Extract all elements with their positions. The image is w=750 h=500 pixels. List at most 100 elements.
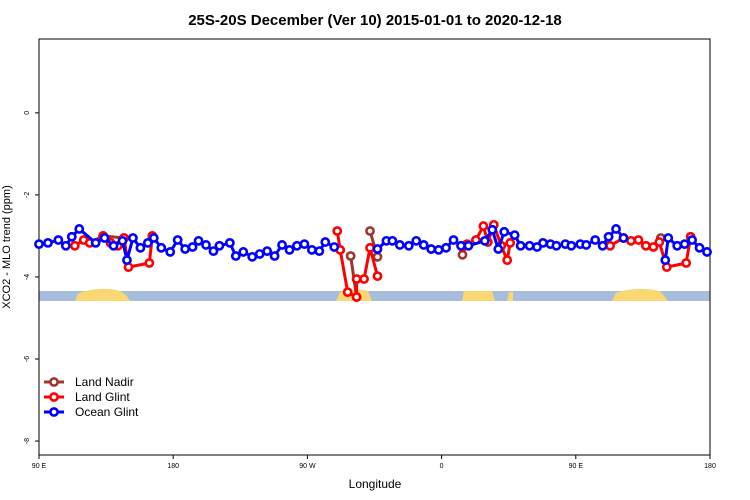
data-point bbox=[403, 240, 414, 251]
data-point bbox=[247, 251, 258, 262]
x-tick-label: 90 W bbox=[299, 463, 316, 470]
x-tick-label: 180 bbox=[167, 463, 179, 470]
legend-label: Land Glint bbox=[75, 390, 130, 404]
ocean-strip bbox=[39, 291, 710, 301]
data-point bbox=[359, 274, 369, 284]
data-point bbox=[590, 235, 601, 245]
data-point bbox=[365, 242, 375, 253]
x-axis-label: Longitude bbox=[349, 477, 402, 491]
x-tick-label: 90 E bbox=[32, 463, 47, 470]
data-point bbox=[292, 240, 302, 251]
data-point bbox=[262, 246, 273, 257]
data-point bbox=[148, 233, 159, 243]
data-point bbox=[53, 235, 64, 245]
y-tick-label: -4 bbox=[24, 274, 31, 280]
data-point bbox=[224, 237, 235, 248]
data-point bbox=[463, 240, 474, 251]
data-point bbox=[180, 244, 191, 254]
land bbox=[612, 288, 668, 301]
data-point bbox=[365, 226, 375, 236]
data-point bbox=[372, 271, 383, 282]
data-point bbox=[648, 242, 659, 252]
data-point bbox=[394, 240, 405, 250]
data-point bbox=[441, 242, 451, 253]
data-point bbox=[372, 244, 383, 254]
data-point bbox=[60, 240, 71, 251]
data-point bbox=[418, 240, 429, 250]
data-point bbox=[654, 237, 665, 247]
data-point bbox=[663, 233, 674, 243]
data-point bbox=[306, 244, 317, 255]
data-point bbox=[230, 251, 241, 261]
y-axis-label: XCO2 - MLO trend (ppm) bbox=[1, 185, 13, 308]
data-point bbox=[99, 233, 110, 243]
data-point bbox=[479, 235, 490, 246]
data-point bbox=[551, 240, 562, 251]
y-tick-label: -8 bbox=[24, 438, 31, 444]
chart-title: 25S-20S December (Ver 10) 2015-01-01 to … bbox=[188, 12, 562, 29]
legend-marker bbox=[49, 407, 59, 417]
data-point bbox=[66, 231, 77, 242]
y-tick-label: -2 bbox=[24, 192, 31, 198]
data-point bbox=[314, 246, 325, 257]
x-tick-label: 90 E bbox=[569, 463, 584, 470]
data-point bbox=[135, 242, 146, 253]
data-point bbox=[515, 240, 526, 251]
data-point bbox=[524, 240, 535, 251]
data-point bbox=[694, 242, 705, 253]
data-point bbox=[597, 240, 608, 251]
y-tick-label: 0 bbox=[24, 111, 31, 115]
data-point bbox=[487, 224, 498, 235]
data-point bbox=[122, 255, 132, 266]
data-point bbox=[187, 242, 198, 252]
data-point bbox=[201, 240, 211, 250]
data-point bbox=[34, 239, 44, 250]
data-point bbox=[332, 226, 343, 236]
data-point bbox=[448, 235, 459, 245]
data-point bbox=[478, 221, 489, 231]
data-point bbox=[142, 237, 153, 248]
data-point bbox=[640, 240, 651, 251]
data-point bbox=[172, 235, 183, 245]
data-point bbox=[117, 235, 128, 246]
data-point bbox=[681, 258, 692, 268]
data-point bbox=[502, 255, 513, 266]
data-point bbox=[605, 240, 615, 251]
data-point bbox=[618, 233, 629, 243]
data-point bbox=[603, 231, 614, 242]
data-point bbox=[611, 224, 621, 234]
data-point bbox=[581, 240, 592, 250]
data-point bbox=[254, 249, 265, 259]
data-point bbox=[626, 235, 636, 246]
data-point bbox=[509, 230, 520, 241]
y-tick-label: -6 bbox=[24, 356, 31, 362]
data-point bbox=[108, 240, 119, 251]
data-point bbox=[702, 247, 712, 257]
land bbox=[75, 288, 130, 301]
data-point bbox=[144, 258, 155, 268]
data-point bbox=[299, 239, 310, 250]
data-point bbox=[672, 240, 683, 251]
data-point bbox=[128, 233, 138, 243]
data-point bbox=[493, 244, 504, 254]
legend-label: Ocean Glint bbox=[75, 405, 139, 419]
data-point bbox=[69, 240, 80, 251]
data-point bbox=[90, 237, 101, 248]
data-point bbox=[433, 244, 444, 255]
data-point bbox=[329, 242, 340, 252]
data-point bbox=[208, 246, 219, 257]
data-point bbox=[43, 237, 53, 248]
data-point bbox=[457, 249, 468, 260]
land bbox=[462, 291, 495, 301]
data-point bbox=[320, 237, 331, 247]
data-point bbox=[351, 274, 362, 284]
data-point bbox=[165, 247, 176, 257]
data-point bbox=[284, 244, 295, 255]
data-point bbox=[345, 251, 356, 261]
data-point bbox=[456, 240, 466, 251]
data-point bbox=[505, 237, 516, 248]
data-point bbox=[156, 242, 167, 253]
data-point bbox=[566, 240, 577, 251]
x-tick-label: 0 bbox=[440, 463, 444, 470]
